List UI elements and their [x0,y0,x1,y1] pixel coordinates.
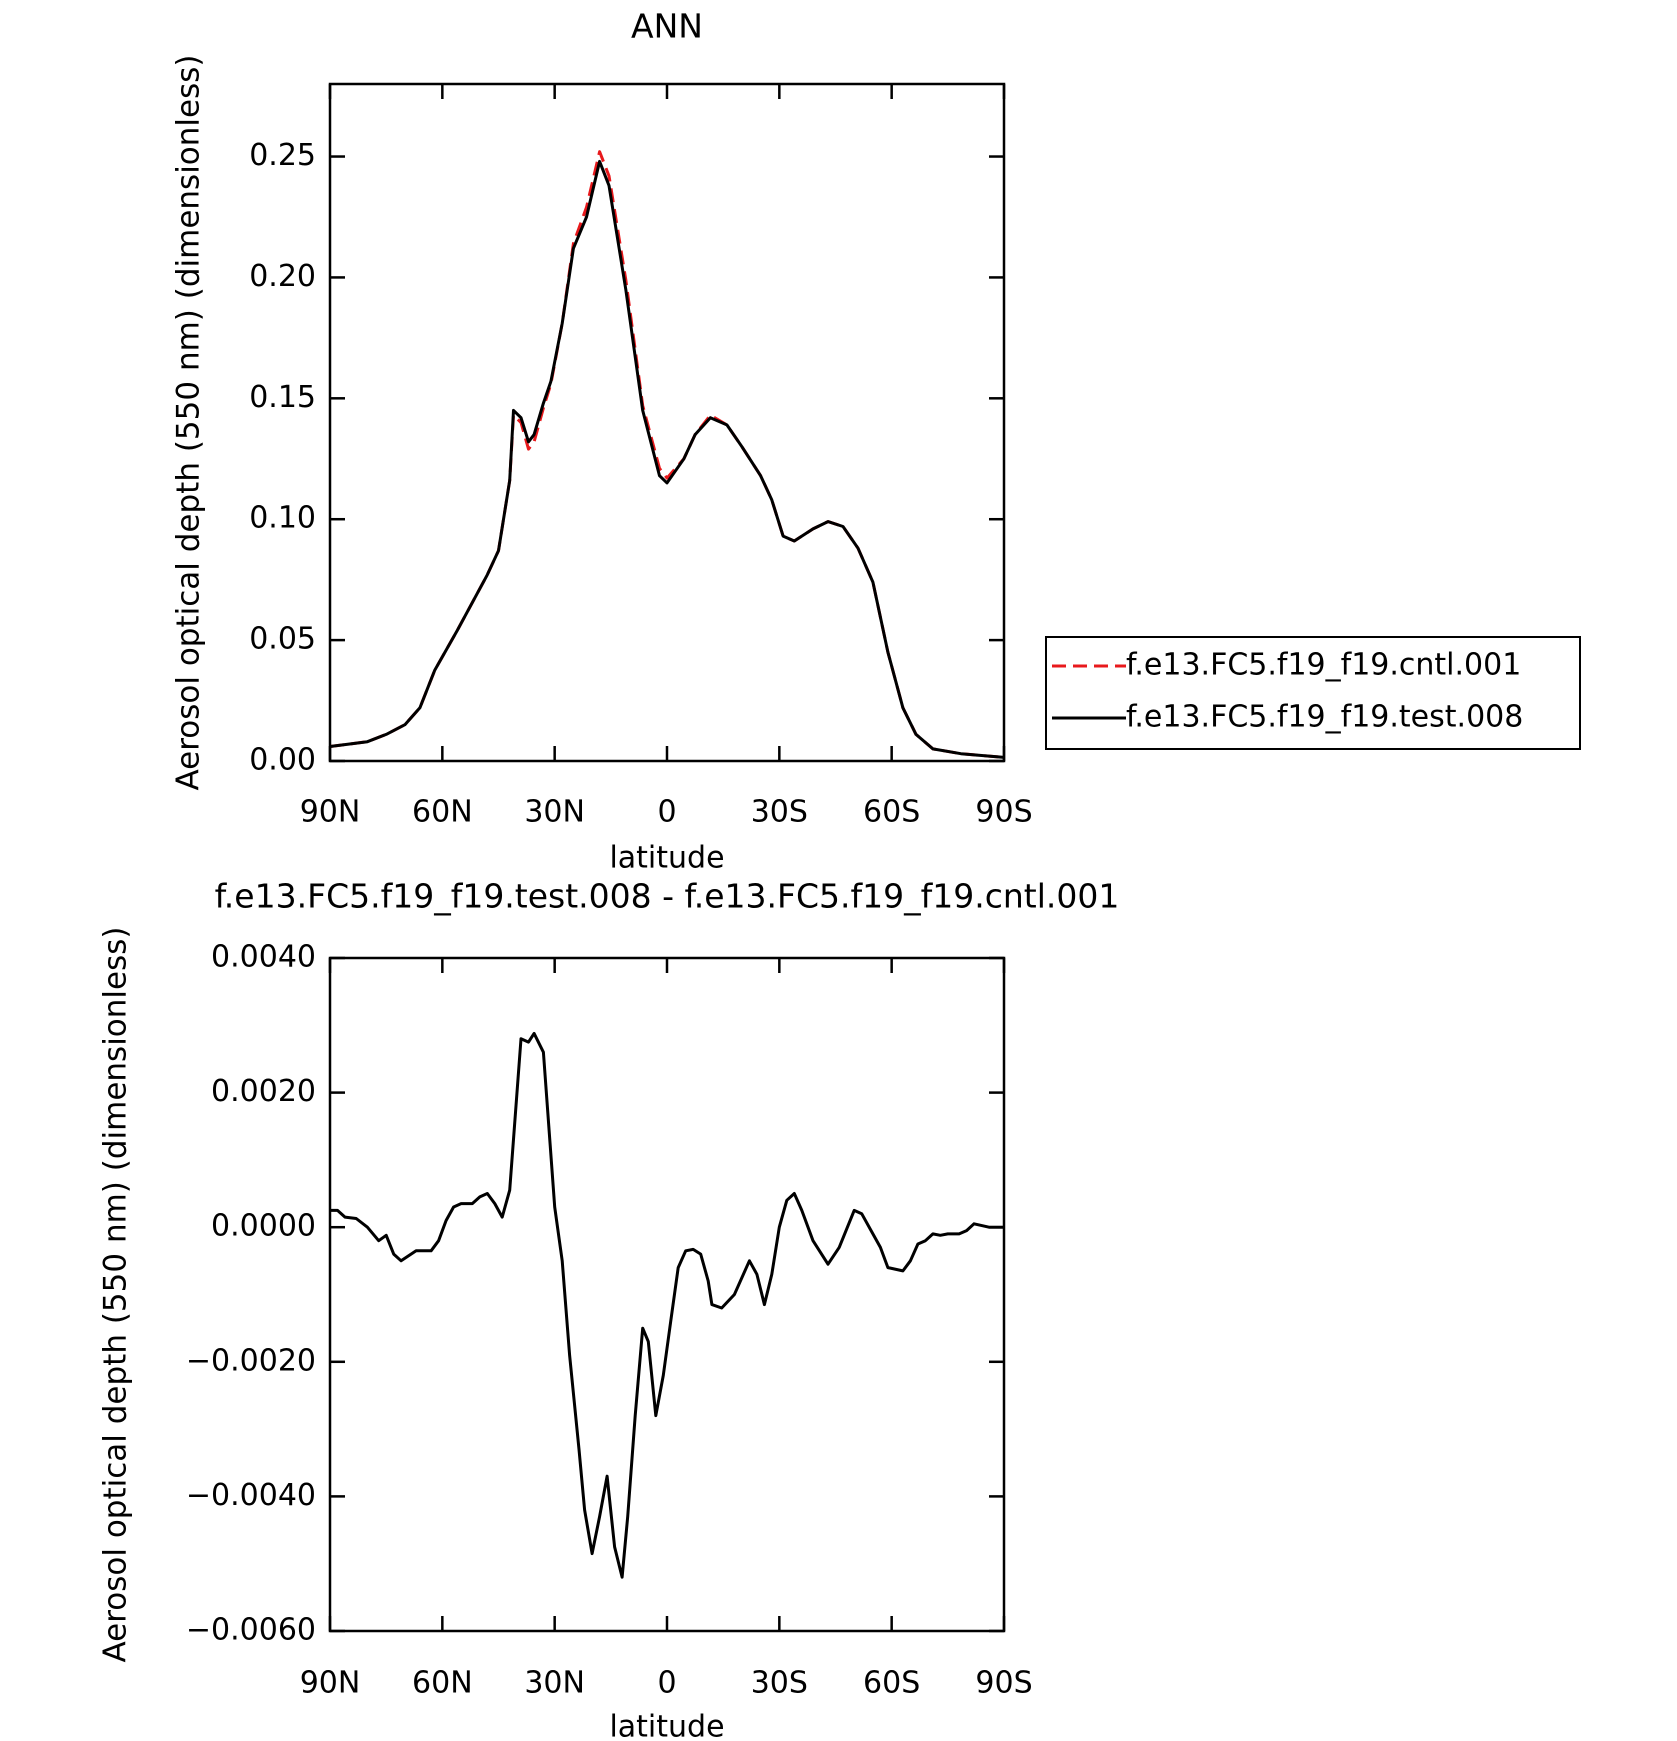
y-tick-label: 0.0020 [211,1074,316,1109]
y-tick-label: 0.05 [249,622,316,657]
x-tick-label: 60N [412,795,473,830]
x-tick-label: 90N [300,1666,361,1701]
x-tick-label: 60N [412,1666,473,1701]
data-line [329,159,1005,759]
chart-title: ANN [631,7,703,46]
legend-label: f.e13.FC5.f19_f19.cntl.001 [1126,648,1521,683]
y-tick-label: 0.20 [249,259,316,294]
y-tick-label: 0.10 [249,501,316,536]
plot-frame [328,82,1006,763]
x-tick-label: 90S [975,795,1032,830]
y-tick-label: −0.0020 [186,1343,316,1378]
data-line [330,1031,1004,1579]
plot-frame [328,956,1006,1633]
x-tick-label: 0 [657,795,676,830]
y-axis-label: Aerosol optical depth (550 nm) (dimensio… [98,926,134,1662]
y-tick-label: 0.0000 [211,1209,316,1244]
data-line [329,150,1005,759]
y-tick-label: −0.0040 [186,1478,316,1513]
y-tick-label: 0.25 [249,138,316,173]
y-tick-label: 0.00 [249,743,316,778]
y-axis-label: Aerosol optical depth (550 nm) (dimensio… [171,54,207,790]
x-tick-label: 90N [300,795,361,830]
x-tick-label: 30N [524,1666,585,1701]
y-tick-label: −0.0060 [186,1613,316,1648]
x-tick-label: 60S [863,1666,920,1701]
x-tick-label: 30S [751,1666,808,1701]
x-tick-label: 30S [751,795,808,830]
y-tick-label: 0.15 [249,380,316,415]
legend-label: f.e13.FC5.f19_f19.test.008 [1126,700,1523,735]
x-axis-label: latitude [609,1710,724,1741]
y-tick-label: 0.0040 [211,940,316,975]
x-tick-label: 30N [524,795,585,830]
x-tick-label: 0 [657,1666,676,1701]
chart-title: f.e13.FC5.f19_f19.test.008 - f.e13.FC5.f… [215,877,1120,916]
legend-box [1045,636,1581,750]
x-tick-label: 60S [863,795,920,830]
x-tick-label: 90S [975,1666,1032,1701]
x-axis-label: latitude [609,841,724,876]
